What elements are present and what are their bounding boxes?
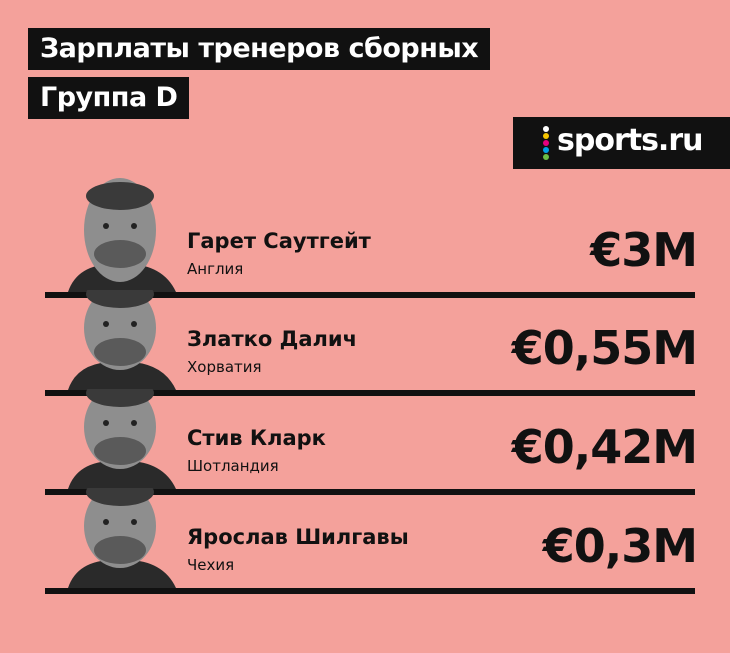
coach-country: Шотландия (187, 457, 279, 475)
coach-name: Гарет Саутгейт (187, 229, 371, 253)
coach-row: Стив Кларк Шотландия €0,42M (0, 389, 730, 495)
coach-photo (68, 389, 176, 489)
coach-salary: €3M (590, 223, 698, 277)
coach-salary: €0,42M (511, 420, 698, 474)
coach-photo (68, 178, 176, 292)
coach-name: Стив Кларк (187, 426, 326, 450)
coach-photo (68, 488, 176, 588)
row-rule (45, 292, 695, 298)
row-rule (45, 588, 695, 594)
row-rule (45, 489, 695, 495)
coach-country: Англия (187, 260, 244, 278)
row-rule (45, 390, 695, 396)
coach-row: Гарет Саутгейт Англия €3M (0, 178, 730, 298)
coach-salary: €0,3M (542, 519, 698, 573)
logo: sports.ru (513, 117, 730, 169)
coach-country: Хорватия (187, 358, 262, 376)
subtitle: Группа D (28, 77, 190, 119)
coach-row: Ярослав Шилгавы Чехия €0,3M (0, 488, 730, 594)
coach-salary: €0,55M (511, 321, 698, 375)
title: Зарплаты тренеров сборных (28, 28, 491, 70)
coach-name: Ярослав Шилгавы (187, 525, 409, 549)
coach-row: Златко Далич Хорватия €0,55M (0, 290, 730, 396)
logo-text: sports.ru (557, 123, 703, 158)
logo-dots (543, 126, 549, 161)
coach-name: Златко Далич (187, 327, 358, 351)
coach-country: Чехия (187, 556, 235, 574)
coach-photo (68, 290, 176, 390)
